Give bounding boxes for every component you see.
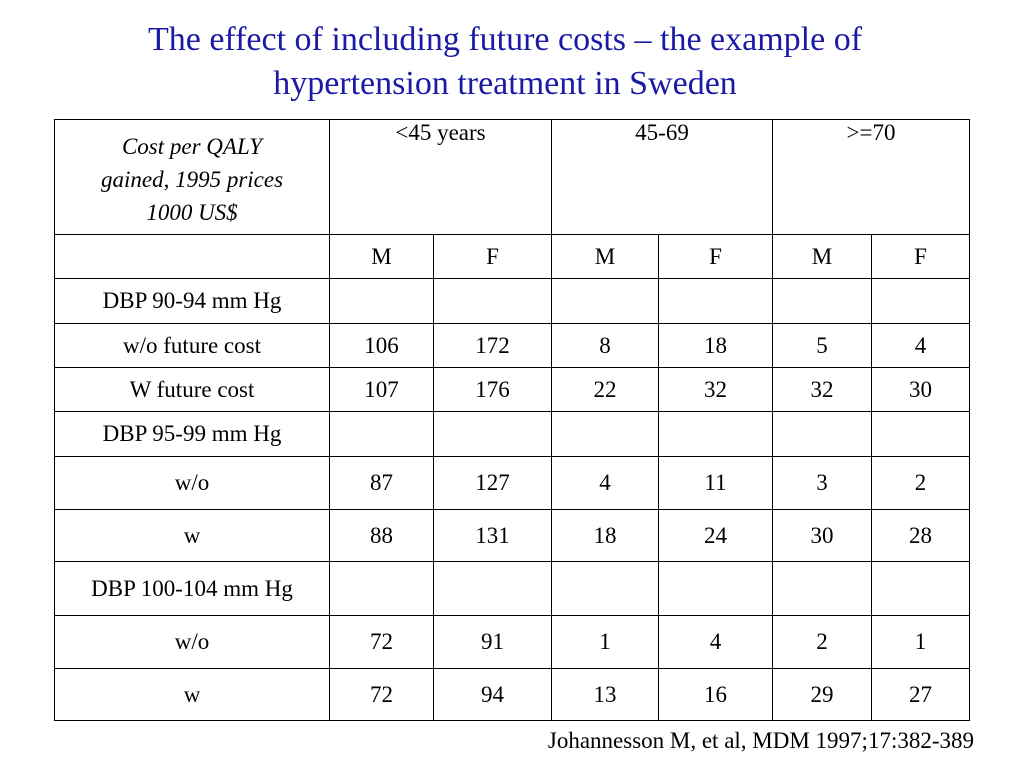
value-cell: 30 [871, 367, 970, 412]
row-label: DBP 90-94 mm Hg [54, 278, 330, 324]
slide-title: The effect of including future costs – t… [0, 18, 1010, 106]
table-row: w 88 131 18 24 30 28 [54, 509, 970, 562]
title-line-1: The effect of including future costs – t… [147, 21, 863, 58]
value-cell: 1 [871, 615, 970, 669]
table-row: W future cost 107 176 22 32 32 30 [54, 367, 970, 412]
sex-header: M [772, 234, 872, 279]
row-label: DBP 100-104 mm Hg [54, 561, 330, 616]
value-cell [433, 411, 552, 457]
row-label: w/o [54, 615, 330, 669]
value-cell [658, 411, 773, 457]
table-row: DBP 90-94 mm Hg [54, 278, 970, 324]
value-cell: 16 [658, 668, 773, 721]
table-row: w/o future cost 106 172 8 18 5 4 [54, 323, 970, 368]
value-cell: 107 [329, 367, 434, 412]
table-row: w/o 87 127 4 11 3 2 [54, 456, 970, 510]
corner-header-line-1: Cost per QALY [121, 134, 263, 159]
sex-header: M [551, 234, 659, 279]
value-cell: 32 [658, 367, 773, 412]
value-cell: 127 [433, 456, 552, 510]
value-cell: 8 [551, 323, 659, 368]
value-cell [433, 278, 552, 324]
value-cell: 30 [772, 509, 872, 562]
row-label: w/o [54, 456, 330, 510]
value-cell: 2 [871, 456, 970, 510]
row-label: w [54, 509, 330, 562]
empty-cell [54, 234, 330, 279]
value-cell: 87 [329, 456, 434, 510]
row-label: w/o future cost [54, 323, 330, 368]
age-header-row: Cost per QALY gained, 1995 prices 1000 U… [54, 119, 970, 235]
value-cell: 24 [658, 509, 773, 562]
table-row: w 72 94 13 16 29 27 [54, 668, 970, 721]
sex-header-row: M F M F M F [54, 234, 970, 279]
value-cell: 176 [433, 367, 552, 412]
value-cell [433, 561, 552, 616]
corner-header-cell: Cost per QALY gained, 1995 prices 1000 U… [54, 119, 330, 235]
value-cell: 4 [551, 456, 659, 510]
value-cell [329, 411, 434, 457]
value-cell [871, 411, 970, 457]
value-cell: 18 [551, 509, 659, 562]
title-line-2: hypertension treatment in Sweden [273, 65, 737, 102]
value-cell [551, 411, 659, 457]
value-cell: 11 [658, 456, 773, 510]
value-cell: 18 [658, 323, 773, 368]
value-cell [658, 278, 773, 324]
value-cell [871, 278, 970, 324]
value-cell: 29 [772, 668, 872, 721]
value-cell [658, 561, 773, 616]
sex-header: F [658, 234, 773, 279]
value-cell: 106 [329, 323, 434, 368]
citation: Johannesson M, et al, MDM 1997;17:382-38… [547, 728, 974, 753]
sex-header: F [871, 234, 970, 279]
cost-per-qaly-table: Cost per QALY gained, 1995 prices 1000 U… [54, 119, 970, 721]
value-cell: 28 [871, 509, 970, 562]
value-cell: 27 [871, 668, 970, 721]
corner-header-line-2: gained, 1995 prices [100, 167, 284, 192]
value-cell [772, 411, 872, 457]
sex-header: F [433, 234, 552, 279]
sex-header: M [329, 234, 434, 279]
value-cell: 5 [772, 323, 872, 368]
value-cell [329, 278, 434, 324]
age-group-header: 45-69 [551, 119, 773, 235]
value-cell: 13 [551, 668, 659, 721]
value-cell: 131 [433, 509, 552, 562]
value-cell: 172 [433, 323, 552, 368]
value-cell: 1 [551, 615, 659, 669]
value-cell: 88 [329, 509, 434, 562]
value-cell: 94 [433, 668, 552, 721]
value-cell: 4 [871, 323, 970, 368]
value-cell [551, 561, 659, 616]
value-cell: 22 [551, 367, 659, 412]
value-cell: 2 [772, 615, 872, 669]
table-row: DBP 100-104 mm Hg [54, 561, 970, 616]
row-label: w [54, 668, 330, 721]
row-label: W future cost [54, 367, 330, 412]
value-cell: 91 [433, 615, 552, 669]
value-cell: 72 [329, 615, 434, 669]
value-cell [871, 561, 970, 616]
age-group-header: <45 years [329, 119, 552, 235]
table-row: w/o 72 91 1 4 2 1 [54, 615, 970, 669]
value-cell: 32 [772, 367, 872, 412]
value-cell: 72 [329, 668, 434, 721]
value-cell [772, 561, 872, 616]
table-row: DBP 95-99 mm Hg [54, 411, 970, 457]
row-label: DBP 95-99 mm Hg [54, 411, 330, 457]
value-cell [329, 561, 434, 616]
corner-header-line-3: 1000 US$ [146, 200, 238, 225]
value-cell [772, 278, 872, 324]
value-cell: 3 [772, 456, 872, 510]
age-group-header: >=70 [772, 119, 970, 235]
value-cell: 4 [658, 615, 773, 669]
value-cell [551, 278, 659, 324]
